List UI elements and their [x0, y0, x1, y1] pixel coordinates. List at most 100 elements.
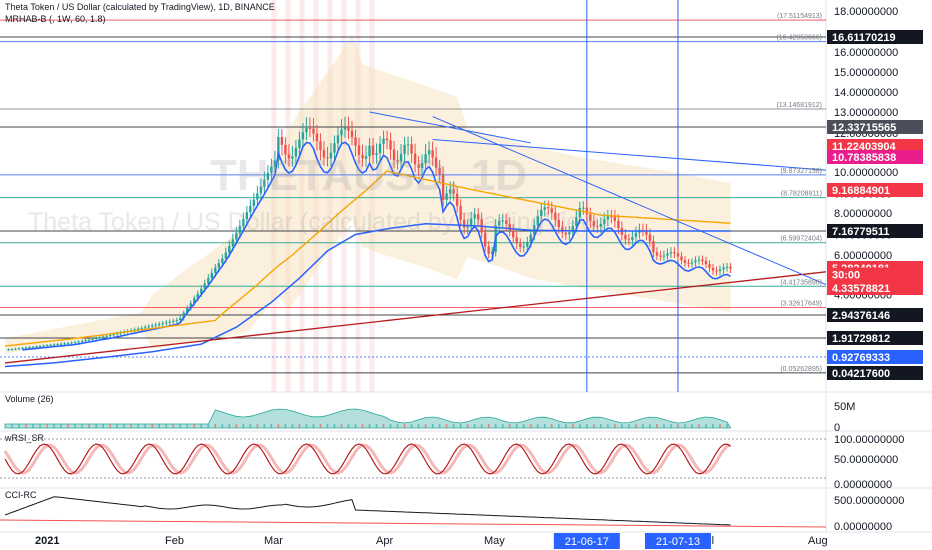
- date-highlight-2: 21-07-13: [656, 536, 700, 548]
- volume-bar: [326, 424, 329, 428]
- price-tag[interactable]: [827, 120, 923, 134]
- volume-bar: [508, 424, 511, 428]
- candle-body: [108, 335, 112, 337]
- candle-body: [217, 263, 221, 268]
- price-tag[interactable]: [827, 267, 923, 282]
- x-tick-label: Feb: [165, 535, 184, 547]
- candle-body: [214, 267, 217, 273]
- volume-bar: [529, 424, 532, 428]
- price-tag[interactable]: [827, 366, 923, 380]
- candle-body: [399, 153, 403, 162]
- candle-body: [287, 154, 291, 159]
- volume-bar: [375, 424, 378, 428]
- candle-body: [669, 252, 673, 254]
- price-tag[interactable]: [827, 150, 923, 164]
- date-highlight-box[interactable]: [553, 533, 620, 549]
- highlight-band: [369, 0, 375, 392]
- candle-body: [389, 140, 392, 150]
- candle-body: [697, 259, 701, 261]
- cci-line: [4, 496, 731, 526]
- candle-body: [490, 251, 494, 254]
- candle-body: [571, 226, 575, 233]
- price-tag[interactable]: [827, 350, 923, 364]
- candle-body: [172, 320, 175, 322]
- volume-bar: [354, 424, 357, 428]
- candle-body: [59, 343, 63, 345]
- volume-bar: [515, 424, 518, 428]
- candle-body: [613, 216, 617, 221]
- candle-body: [508, 223, 511, 231]
- candle-body: [165, 322, 168, 324]
- candle-body: [505, 220, 508, 224]
- volume-bar: [543, 424, 546, 428]
- candle-body: [561, 227, 564, 233]
- volume-bar: [473, 424, 476, 428]
- candle-body: [452, 189, 455, 194]
- volume-bar: [151, 424, 154, 428]
- price-tag[interactable]: [827, 30, 923, 44]
- volume-bar: [333, 424, 336, 428]
- volume-bar: [459, 424, 462, 428]
- volume-bar: [572, 424, 574, 428]
- pane-axis-label: 50.00000000: [834, 454, 898, 466]
- volume-bar: [81, 424, 83, 428]
- price-tag[interactable]: [827, 139, 923, 153]
- candle-body: [63, 343, 66, 345]
- candle-body: [158, 324, 161, 326]
- candle-body: [10, 349, 14, 351]
- candle-body: [722, 267, 725, 270]
- candle-body: [193, 298, 196, 304]
- y-tick-label: 13.00000000: [834, 107, 898, 119]
- level-note: (17.51154913): [777, 13, 822, 20]
- price-pane[interactable]: (17.51154913) (16.42050666) (13.14681912) (…: [0, 0, 826, 532]
- candle-body: [652, 241, 655, 253]
- candle-body: [238, 226, 242, 233]
- candle-body: [438, 167, 441, 175]
- candle-body: [606, 216, 610, 220]
- volume-bar: [74, 424, 76, 428]
- candle-body: [378, 143, 382, 154]
- price-tag[interactable]: [827, 331, 923, 345]
- candle-body: [596, 226, 599, 228]
- level-note: (16.42050666): [776, 35, 822, 42]
- candle-body: [599, 223, 603, 227]
- candle-body: [540, 209, 543, 217]
- candle-body: [343, 127, 347, 130]
- candle-body: [245, 212, 249, 220]
- descending-trendline: [432, 116, 826, 286]
- candle-body: [38, 346, 42, 348]
- volume-bar: [130, 424, 132, 428]
- candle-body: [133, 329, 136, 331]
- volume-bar: [445, 424, 448, 428]
- candle-body: [28, 347, 31, 349]
- candle-body: [80, 340, 84, 342]
- candle-body: [382, 138, 385, 144]
- date-highlight-box[interactable]: [644, 533, 711, 549]
- price-tag-label: 12.33715565: [832, 122, 896, 134]
- candle-body: [420, 163, 424, 168]
- price-tag[interactable]: [827, 281, 923, 295]
- candle-body: [589, 214, 592, 222]
- candle-body: [280, 136, 284, 145]
- time-axis[interactable]: 2021FebMarAprMayJunJulAug21-06-1721-07-1…: [35, 533, 828, 549]
- indicator-panes[interactable]: Volume (26) 50M 0 wRSI_SR 100.00000000 50.000…: [0, 394, 904, 533]
- candle-body: [270, 166, 273, 173]
- volume-bar: [522, 424, 525, 428]
- candle-body: [210, 272, 213, 279]
- price-tag[interactable]: [827, 224, 923, 238]
- volume-bar: [256, 424, 259, 428]
- y-tick-label: 8.00000000: [834, 208, 892, 220]
- price-tag[interactable]: [827, 183, 923, 197]
- price-tag[interactable]: [827, 308, 923, 322]
- volume-bar: [88, 424, 90, 428]
- candle-body: [690, 262, 694, 264]
- volume-bar: [452, 424, 455, 428]
- highlight-band: [299, 0, 305, 392]
- volume-bar: [95, 424, 97, 428]
- candle-body: [52, 344, 56, 346]
- price-axis[interactable]: 18.00000000 16.00000000 15.00000000 14.0000…: [827, 6, 923, 380]
- channel-line: [369, 111, 531, 144]
- x-tick-label: Apr: [376, 535, 393, 547]
- price-tag-label: 2.94376146: [832, 310, 890, 322]
